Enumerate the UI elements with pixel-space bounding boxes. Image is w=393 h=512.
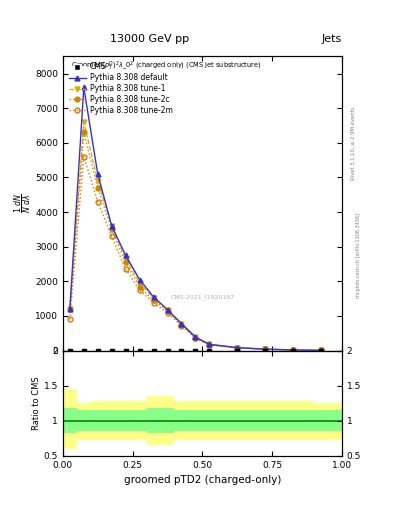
Legend: CMS, Pythia 8.308 default, Pythia 8.308 tune-1, Pythia 8.308 tune-2c, Pythia 8.3: CMS, Pythia 8.308 default, Pythia 8.308 … [67, 60, 175, 117]
Text: Jets: Jets [321, 33, 342, 44]
X-axis label: groomed pTD2 (charged-only): groomed pTD2 (charged-only) [124, 475, 281, 485]
Text: 13000 GeV pp: 13000 GeV pp [110, 33, 189, 44]
Text: mcplots.cern.ch [arXiv:1306.3436]: mcplots.cern.ch [arXiv:1306.3436] [356, 214, 361, 298]
Y-axis label: Ratio to CMS: Ratio to CMS [32, 376, 41, 430]
Text: CMS-2021_I1920187: CMS-2021_I1920187 [170, 295, 235, 301]
Y-axis label: $\frac{1}{N}\frac{dN}{d\lambda}$: $\frac{1}{N}\frac{dN}{d\lambda}$ [12, 194, 34, 214]
Text: Rivet 3.1.10, ≥ 2.9M events: Rivet 3.1.10, ≥ 2.9M events [351, 106, 356, 180]
Text: Groomed$(p_T^D)^2\lambda\_0^2$ (charged only) (CMS jet substructure): Groomed$(p_T^D)^2\lambda\_0^2$ (charged … [71, 59, 262, 73]
